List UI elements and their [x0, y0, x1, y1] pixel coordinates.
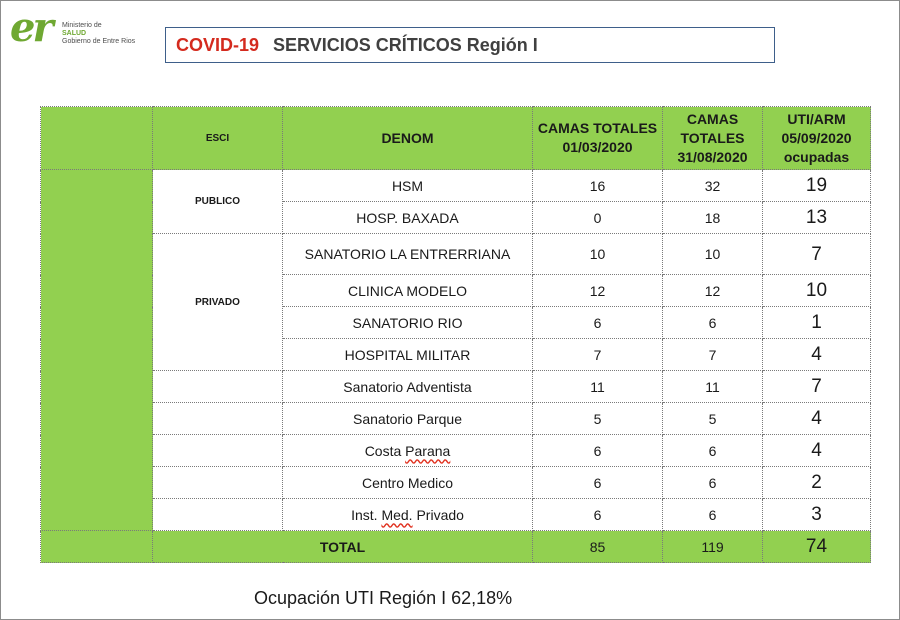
cell-camas-2: 6 — [662, 434, 763, 467]
cell-ocupadas: 4 — [762, 434, 871, 467]
cell-ocupadas: 10 — [762, 274, 871, 307]
cell-camas-2: 10 — [662, 233, 763, 275]
table-row: Centro Medico 6 6 2 — [41, 466, 871, 499]
header-blank — [40, 106, 153, 170]
cell-camas-2: 18 — [662, 201, 763, 234]
title-rest: SERVICIOS CRÍTICOS Región I — [273, 34, 538, 55]
cell-esci-empty — [152, 434, 283, 467]
cell-camas-1: 6 — [532, 498, 663, 531]
header-camas-totales-3108: CAMAS TOTALES 31/08/2020 — [662, 106, 763, 170]
cell-esci-empty — [152, 402, 283, 435]
table-row: PRIVADO SANATORIO LA ENTRERRIANA 10 10 7 — [41, 233, 871, 371]
cell-camas-1: 12 — [532, 274, 663, 307]
occupancy-summary: Ocupación UTI Región I 62,18% — [254, 588, 513, 608]
cell-camas-1: 6 — [532, 466, 663, 499]
cell-camas-1: 16 — [532, 169, 663, 202]
side-column — [40, 169, 153, 531]
page-title: COVID-19 SERVICIOS CRÍTICOS Región I — [165, 27, 775, 63]
cell-camas-2: 12 — [662, 274, 763, 307]
header-uti-arm: UTI/ARM 05/09/2020 ocupadas — [762, 106, 871, 170]
cell-ocupadas: 2 — [762, 466, 871, 499]
cell-ocupadas: 3 — [762, 498, 871, 531]
header-camas-totales-0103: CAMAS TOTALES 01/03/2020 — [532, 106, 663, 170]
total-camas-1: 85 — [532, 530, 663, 563]
group-publico: PUBLICO — [152, 169, 283, 234]
table-row: PUBLICO HSM 16 32 19 — [40, 169, 871, 531]
cell-denom: Centro Medico — [282, 466, 533, 499]
table-row: Sanatorio Parque 5 5 4 — [41, 402, 871, 435]
cell-denom: Costa Parana — [282, 434, 533, 467]
cell-camas-1: 0 — [532, 201, 663, 234]
cell-esci-empty — [152, 466, 283, 499]
cell-ocupadas: 4 — [762, 338, 871, 371]
total-camas-2: 119 — [662, 530, 763, 563]
total-row: TOTAL 85 119 74 — [40, 530, 871, 563]
ministry-logo: er Ministerio de SALUD Gobierno de Entre… — [10, 8, 140, 48]
table-row: CLINICA MODELO 12 12 10 — [41, 274, 871, 307]
cell-denom: SANATORIO LA ENTRERRIANA — [282, 233, 533, 275]
cell-ocupadas: 1 — [762, 306, 871, 339]
table-row: SANATORIO RIO 6 6 1 — [41, 306, 871, 339]
total-ocupadas: 74 — [762, 530, 871, 563]
header-row: ESCI DENOM CAMAS TOTALES 01/03/2020 CAMA… — [40, 106, 871, 170]
cell-camas-1: 11 — [532, 370, 663, 403]
cell-camas-1: 6 — [532, 306, 663, 339]
cell-ocupadas: 4 — [762, 402, 871, 435]
cell-denom: Sanatorio Adventista — [282, 370, 533, 403]
logo-mark: er — [10, 4, 53, 51]
cell-ocupadas: 19 — [762, 169, 871, 202]
header-denom: DENOM — [282, 106, 533, 170]
cell-ocupadas: 7 — [762, 233, 871, 275]
table-row: Sanatorio Adventista 11 11 7 — [41, 370, 871, 403]
cell-camas-2: 6 — [662, 466, 763, 499]
logo-text: Ministerio de SALUD Gobierno de Entre Ri… — [62, 22, 136, 45]
cell-ocupadas: 7 — [762, 370, 871, 403]
cell-esci-empty — [152, 498, 283, 531]
cell-camas-1: 10 — [532, 233, 663, 275]
cell-camas-1: 6 — [532, 434, 663, 467]
cell-denom: Inst. Med. Privado — [282, 498, 533, 531]
cell-camas-1: 7 — [532, 338, 663, 371]
cell-denom: Sanatorio Parque — [282, 402, 533, 435]
cell-camas-2: 5 — [662, 402, 763, 435]
cell-denom: HOSP. BAXADA — [282, 201, 533, 234]
critical-services-table: ESCI DENOM CAMAS TOTALES 01/03/2020 CAMA… — [40, 106, 871, 563]
header-esci: ESCI — [152, 106, 283, 170]
table-row: Costa Parana 6 6 4 — [41, 434, 871, 467]
cell-denom: SANATORIO RIO — [282, 306, 533, 339]
cell-denom: HOSPITAL MILITAR — [282, 338, 533, 371]
cell-camas-2: 7 — [662, 338, 763, 371]
cell-denom: CLINICA MODELO — [282, 274, 533, 307]
cell-camas-2: 6 — [662, 498, 763, 531]
cell-ocupadas: 13 — [762, 201, 871, 234]
table-row: HOSP. BAXADA 0 18 13 — [41, 201, 871, 234]
cell-camas-1: 5 — [532, 402, 663, 435]
cell-denom: HSM — [282, 169, 533, 202]
total-label: TOTAL — [152, 530, 533, 563]
total-side — [40, 530, 153, 563]
table-row: HOSPITAL MILITAR 7 7 4 — [41, 338, 871, 371]
cell-camas-2: 32 — [662, 169, 763, 202]
cell-camas-2: 11 — [662, 370, 763, 403]
title-covid: COVID-19 — [176, 34, 260, 55]
cell-esci-empty — [152, 370, 283, 403]
cell-camas-2: 6 — [662, 306, 763, 339]
table-row: Inst. Med. Privado 6 6 3 — [41, 498, 871, 531]
group-privado: PRIVADO — [152, 233, 283, 371]
